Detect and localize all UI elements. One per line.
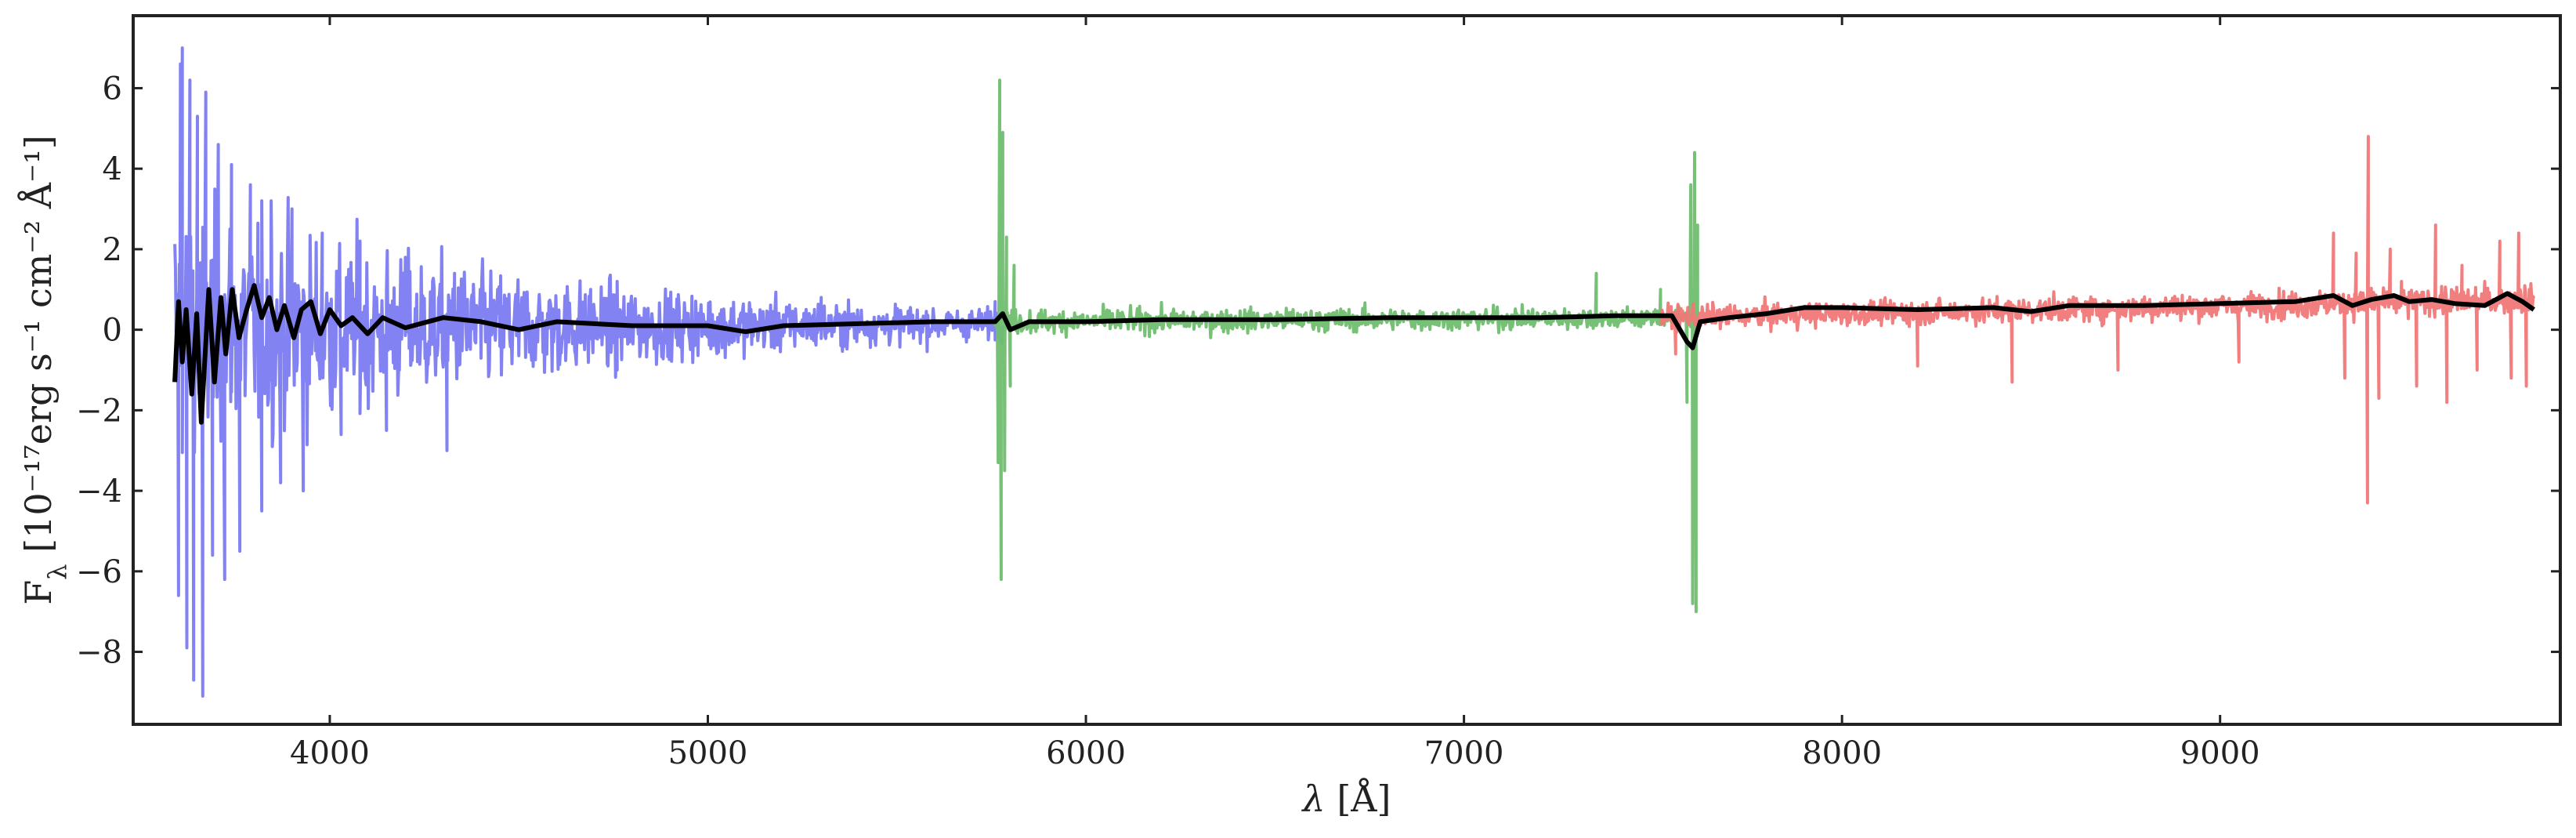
y-axis-label: Fλ [10⁻¹⁷erg s⁻¹ cm⁻² Å⁻¹] bbox=[16, 135, 72, 604]
x-axis-label: λ [Å] bbox=[1301, 777, 1391, 820]
series-line-red bbox=[1659, 135, 2536, 505]
y-tick-label: −4 bbox=[76, 473, 122, 510]
series-line-blue bbox=[173, 46, 1004, 698]
y-tick-label: 0 bbox=[103, 313, 122, 349]
x-tick-label: 6000 bbox=[1046, 735, 1126, 771]
plot-frame bbox=[132, 14, 2562, 726]
series-layer bbox=[172, 46, 2536, 698]
x-tick-label: 4000 bbox=[290, 735, 370, 771]
ticks-layer: 4000 5000 6000 7000 8000 9000 −8 −6 −4 −2 0 2 4 6 bbox=[76, 16, 2560, 771]
x-axis-label-symbol: λ bbox=[1301, 778, 1326, 820]
x-tick-label: 9000 bbox=[2180, 735, 2260, 771]
x-tick-label: 7000 bbox=[1424, 735, 1504, 771]
y-tick-label: 2 bbox=[103, 232, 122, 268]
y-tick-label: 6 bbox=[103, 71, 122, 107]
y-tick-label: −6 bbox=[76, 554, 122, 590]
x-tick-label: 8000 bbox=[1802, 735, 1882, 771]
x-axis-label-unit: [Å] bbox=[1337, 777, 1391, 820]
y-tick-label: 4 bbox=[103, 151, 122, 187]
y-axis-label-base: F bbox=[17, 580, 60, 605]
series-line-smoothed bbox=[172, 283, 2535, 425]
y-tick-label: −8 bbox=[76, 635, 122, 671]
y-tick-label: −2 bbox=[76, 393, 122, 429]
y-axis-label-sub: λ bbox=[42, 564, 72, 579]
x-tick-label: 5000 bbox=[668, 735, 748, 771]
y-axis-label-units: [10⁻¹⁷erg s⁻¹ cm⁻² Å⁻¹] bbox=[16, 135, 60, 552]
